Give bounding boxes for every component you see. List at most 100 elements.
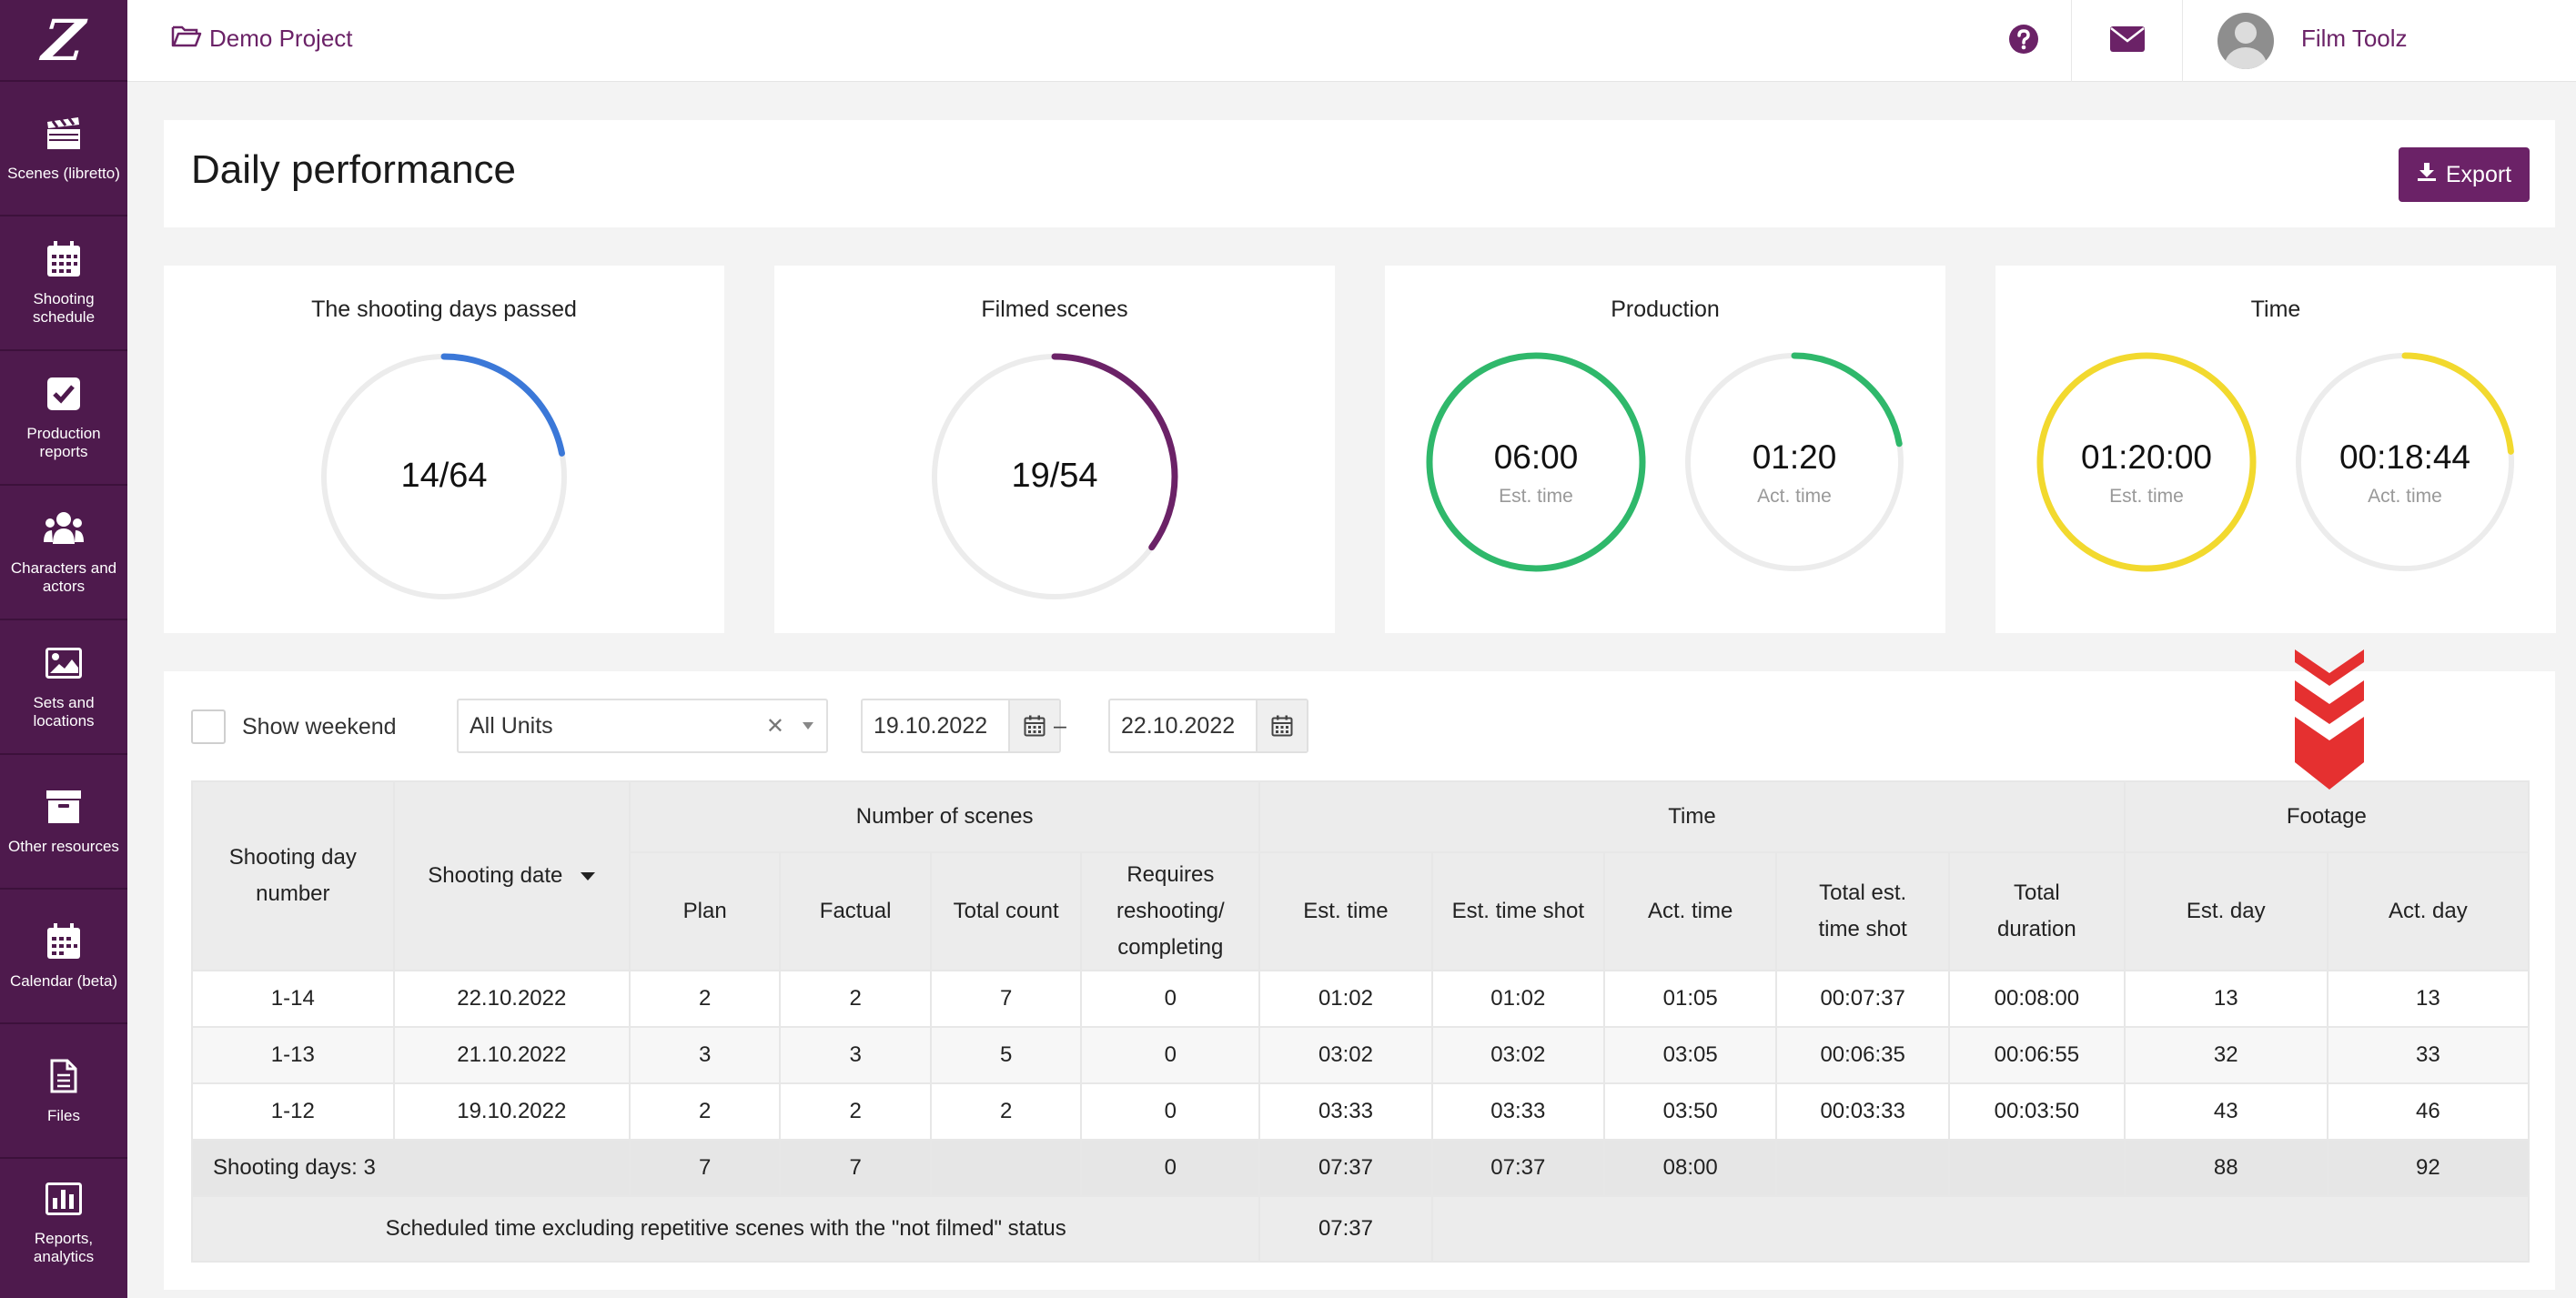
cell-total-est-time: 07:37: [1258, 1139, 1433, 1197]
cell-act-time: 03:05: [1602, 1026, 1778, 1084]
cell-plan: 2: [628, 970, 782, 1028]
cell-est-time-shot: 01:02: [1430, 970, 1605, 1028]
users-icon: [44, 508, 84, 548]
bar-chart-icon: [44, 1179, 84, 1219]
sort-desc-icon[interactable]: [581, 872, 596, 881]
stat-title: Production: [1611, 297, 1720, 322]
sidebar-item-shooting-schedule[interactable]: Shooting schedule: [0, 216, 127, 351]
clear-icon[interactable]: ✕: [765, 714, 784, 739]
cell-total-duration: 00:03:50: [1947, 1082, 2126, 1141]
table-row[interactable]: 1-14 22.10.2022 2 2 7 0 01:02 01:02 01:0…: [191, 970, 2531, 1028]
sidebar-item-label: Scenes (libretto): [7, 165, 120, 182]
cell-total-factual: 7: [779, 1139, 932, 1197]
avatar: [2217, 13, 2274, 69]
page-title: Daily performance: [191, 147, 517, 192]
table-row[interactable]: 1-13 21.10.2022 3 3 5 0 03:02 03:02 03:0…: [191, 1026, 2531, 1084]
header-number-of-scenes: Number of scenes: [628, 780, 1261, 853]
file-icon: [44, 1056, 84, 1096]
filters-bar: Show weekend All Units ✕ 19.10.2022 – 22…: [191, 699, 2557, 753]
date-from-input[interactable]: 19.10.2022: [861, 699, 1061, 753]
cell-est-day: 43: [2123, 1082, 2329, 1141]
export-label: Export: [2445, 161, 2512, 187]
header-est-time-shot: Est. time shot: [1430, 851, 1605, 971]
cell-act-time: 01:05: [1602, 970, 1778, 1028]
header-est-day: Est. day: [2123, 851, 2329, 971]
cell-total: 2: [929, 1082, 1083, 1141]
messages-button[interactable]: [2071, 0, 2182, 82]
units-select[interactable]: All Units ✕: [457, 699, 828, 753]
app-logo[interactable]: Z: [0, 0, 127, 82]
stat-card-shooting-days: The shooting days passed 14/64: [164, 266, 724, 633]
project-link[interactable]: Demo Project: [171, 24, 353, 54]
performance-table-card: Show weekend All Units ✕ 19.10.2022 – 22…: [164, 671, 2555, 1290]
scroll-down-arrows-icon: [2295, 649, 2364, 794]
sidebar-item-label: Reports, analytics: [33, 1230, 95, 1265]
header-footage: Footage: [2123, 780, 2531, 853]
header-time: Time: [1258, 780, 2126, 853]
time-act-ring: [2295, 352, 2515, 572]
sidebar-item-reports[interactable]: Reports, analytics: [0, 1159, 127, 1286]
archive-box-icon: [44, 787, 84, 827]
cell-total-est-shot: 00:03:33: [1775, 1082, 1950, 1141]
help-button[interactable]: [1976, 0, 2071, 82]
stat-title: Time: [2250, 297, 2301, 322]
scheduled-time-value: 07:37: [1258, 1195, 1433, 1263]
header-day-number: Shooting day number: [191, 780, 395, 971]
time-est-gauge: 01:20:00 Est. time: [2036, 351, 2258, 573]
filmed-scenes-ring: [931, 353, 1178, 600]
cell-act-day: 33: [2326, 1026, 2531, 1084]
cell-plan: 3: [628, 1026, 782, 1084]
sidebar-item-other-resources[interactable]: Other resources: [0, 755, 127, 890]
cell-est-time: 03:33: [1258, 1082, 1433, 1141]
sidebar-item-label: Other resources: [8, 838, 119, 855]
chevron-down-icon[interactable]: [803, 722, 813, 729]
time-act-label: Act. time: [2368, 486, 2442, 507]
calendar-icon[interactable]: [1008, 700, 1059, 751]
cell-total-est-shot: 00:07:37: [1775, 970, 1950, 1028]
scheduled-time-row: Scheduled time excluding repetitive scen…: [190, 1195, 2531, 1263]
header-total-est-time-shot: Total est. time shot: [1775, 851, 1950, 971]
cell-est-time: 01:02: [1258, 970, 1433, 1028]
export-button[interactable]: Export: [2399, 147, 2530, 202]
cell-requires: 0: [1080, 970, 1261, 1028]
time-act-value: 00:18:44: [2339, 438, 2471, 476]
cell-est-day: 13: [2123, 970, 2329, 1028]
totals-row: Shooting days: 3 7 7 0 07:37 07:37 08:00…: [191, 1139, 2531, 1197]
date-to-input[interactable]: 22.10.2022: [1108, 699, 1308, 753]
user-menu[interactable]: Film Toolz: [2182, 0, 2576, 82]
date-range-separator: –: [1054, 713, 1066, 739]
calendar-icon[interactable]: [1256, 700, 1307, 751]
sidebar-item-files[interactable]: Files: [0, 1024, 127, 1159]
shooting-days-ring: [320, 353, 568, 600]
sidebar: Z Scenes (libretto) Shooting schedule Pr…: [0, 0, 127, 1298]
time-est-value: 01:20:00: [2080, 438, 2213, 476]
question-circle-icon: [2008, 24, 2039, 59]
table-row[interactable]: 1-12 19.10.2022 2 2 2 0 03:33 03:33 03:5…: [191, 1082, 2531, 1141]
production-act-label: Act. time: [1757, 486, 1832, 507]
cell-total-est-day: 88: [2123, 1139, 2329, 1197]
cell-total: 5: [929, 1026, 1083, 1084]
cell-total-act-day: 92: [2326, 1139, 2531, 1197]
header-shooting-date[interactable]: Shooting date: [392, 780, 631, 971]
shooting-days-value: 14/64: [400, 457, 488, 495]
calendar-icon: [44, 921, 84, 961]
stat-title: The shooting days passed: [311, 297, 577, 322]
image-icon: [44, 643, 84, 683]
user-name: Film Toolz: [2301, 24, 2408, 52]
cell-total-label: Shooting days: 3: [191, 1139, 631, 1197]
stat-card-time: Time 01:20:00 Est. time 00:18:44 Act. ti…: [1995, 266, 2556, 633]
cell-total-act-time: 08:00: [1602, 1139, 1778, 1197]
cell-total-plan: 7: [628, 1139, 782, 1197]
sidebar-item-sets-locations[interactable]: Sets and locations: [0, 620, 127, 755]
top-bar: Demo Project Film Toolz EN: [127, 0, 2576, 82]
sidebar-item-scenes[interactable]: Scenes (libretto): [0, 82, 127, 216]
date-to-value: 22.10.2022: [1121, 712, 1236, 739]
production-act-value: 01:20: [1752, 438, 1837, 476]
sidebar-item-calendar[interactable]: Calendar (beta): [0, 890, 127, 1024]
cell-day: 1-13: [191, 1026, 395, 1084]
show-weekend-checkbox[interactable]: [191, 709, 226, 744]
sidebar-item-production-reports[interactable]: Production reports: [0, 351, 127, 486]
header-act-time: Act. time: [1602, 851, 1778, 971]
sidebar-item-characters[interactable]: Characters and actors: [0, 486, 127, 620]
cell-act-time: 03:50: [1602, 1082, 1778, 1141]
